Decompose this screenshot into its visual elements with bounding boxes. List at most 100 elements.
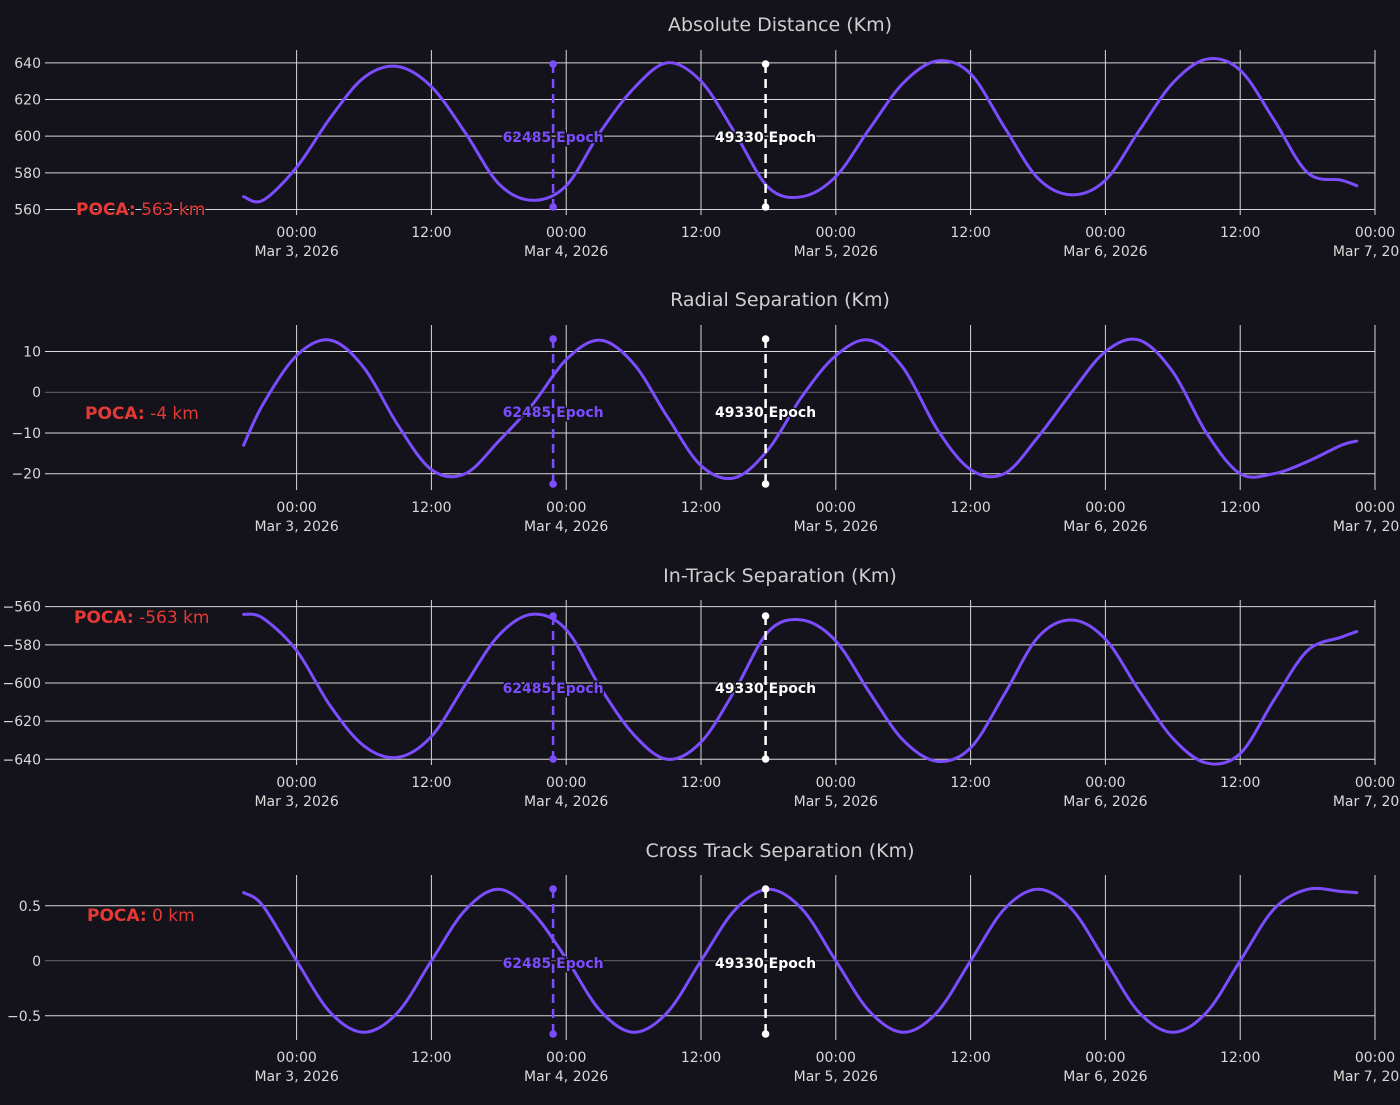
x-tick-label-date: Mar 7, 2026 [1333, 519, 1400, 535]
epoch-top-dot [549, 335, 557, 343]
x-tick-label-time: 12:00 [681, 1050, 721, 1066]
poca-prefix: POCA: [85, 404, 145, 424]
x-tick-label-date: Mar 4, 2026 [524, 794, 608, 810]
x-tick-label-date: Mar 4, 2026 [524, 519, 608, 535]
y-tick-label: −620 [3, 714, 41, 730]
x-tick-label-date: Mar 3, 2026 [254, 1069, 338, 1085]
x-tick-label-time: 12:00 [950, 1050, 990, 1066]
epoch-marker: 62485 Epoch [501, 612, 605, 763]
x-tick-label-time: 00:00 [276, 500, 316, 516]
poca-annotation: POCA: -563 km [74, 608, 209, 628]
x-tick-label-date: Mar 6, 2026 [1063, 1069, 1147, 1085]
x-tick-label-date: Mar 7, 2026 [1333, 244, 1400, 260]
x-tick-label-time: 00:00 [816, 500, 856, 516]
x-tick-label-time: 12:00 [411, 225, 451, 241]
x-tick-label-time: 00:00 [816, 1050, 856, 1066]
epoch-top-dot [761, 335, 770, 343]
x-tick-label-time: 00:00 [816, 225, 856, 241]
x-tick-label-date: Mar 7, 2026 [1333, 794, 1400, 810]
epoch-label: 49330 Epoch [715, 681, 816, 697]
x-tick-label-date: Mar 6, 2026 [1063, 794, 1147, 810]
x-tick-label-time: 12:00 [1220, 1050, 1260, 1066]
x-tick-label-time: 00:00 [276, 775, 316, 791]
x-tick-label-time: 12:00 [1220, 500, 1260, 516]
epoch-marker: 49330 Epoch [714, 335, 818, 488]
epoch-marker: 49330 Epoch [714, 60, 818, 211]
x-tick-label-time: 00:00 [546, 1050, 586, 1066]
x-tick-label-time: 12:00 [950, 225, 990, 241]
chart-panel-4: Cross Track Separation (Km) 00:00 Mar 3, 2… [7, 840, 1400, 1085]
series-line [242, 612, 1359, 766]
epoch-bottom-dot [761, 203, 770, 211]
y-tick-label: −580 [3, 638, 41, 654]
x-tick-label-time: 12:00 [950, 500, 990, 516]
epoch-bottom-dot [761, 480, 770, 488]
y-tick-label: 620 [14, 93, 41, 109]
epoch-top-dot [549, 60, 557, 68]
epoch-bottom-dot [761, 755, 770, 763]
x-tick-label-date: Mar 5, 2026 [794, 794, 878, 810]
poca-value: -563 km [134, 608, 210, 628]
x-tick-label-time: 00:00 [1355, 225, 1395, 241]
epoch-marker: 49330 Epoch [714, 612, 818, 763]
y-tick-label: −10 [11, 426, 41, 442]
x-tick-label-date: Mar 5, 2026 [794, 1069, 878, 1085]
epoch-label: 62485 Epoch [503, 130, 604, 146]
epoch-bottom-dot [549, 755, 557, 763]
epoch-label: 62485 Epoch [503, 681, 604, 697]
x-tick-label-time: 12:00 [681, 500, 721, 516]
x-tick-label-date: Mar 3, 2026 [254, 794, 338, 810]
epoch-top-dot [549, 885, 557, 893]
x-tick-label-time: 00:00 [546, 225, 586, 241]
y-tick-label: 600 [14, 129, 41, 145]
epoch-marker: 62485 Epoch [501, 335, 605, 488]
x-tick-label-date: Mar 3, 2026 [254, 244, 338, 260]
epoch-label: 62485 Epoch [503, 405, 604, 421]
x-tick-label-time: 00:00 [546, 775, 586, 791]
y-tick-label: −560 [3, 600, 41, 616]
chart-title: Radial Separation (Km) [670, 289, 890, 311]
chart-panel-3: In-Track Separation (Km) 00:00 Mar 3, 2026… [3, 565, 1400, 810]
x-tick-label-time: 00:00 [546, 500, 586, 516]
x-tick-label-time: 12:00 [681, 225, 721, 241]
x-tick-label-date: Mar 7, 2026 [1333, 1069, 1400, 1085]
x-tick-label-time: 12:00 [950, 775, 990, 791]
poca-annotation: POCA: 563 km [76, 200, 205, 220]
epoch-label: 49330 Epoch [715, 130, 816, 146]
y-tick-label: 0 [32, 954, 41, 970]
y-tick-label: −640 [3, 752, 41, 768]
x-tick-label-time: 12:00 [681, 775, 721, 791]
chart-panel-1: Absolute Distance (Km) 00:00 Mar 3, 2026 12… [14, 14, 1400, 260]
y-tick-label: −20 [11, 467, 41, 483]
x-tick-label-time: 12:00 [411, 1050, 451, 1066]
x-tick-label-date: Mar 3, 2026 [254, 519, 338, 535]
x-tick-label-date: Mar 6, 2026 [1063, 244, 1147, 260]
poca-prefix: POCA: [76, 200, 136, 220]
y-tick-label: −600 [3, 676, 41, 692]
y-tick-label: 10 [23, 344, 41, 360]
x-tick-label-time: 00:00 [1355, 775, 1395, 791]
poca-annotation: POCA: 0 km [87, 906, 195, 926]
chart-title: Cross Track Separation (Km) [645, 840, 914, 862]
epoch-top-dot [761, 885, 770, 893]
y-tick-label: 0.5 [19, 899, 41, 915]
x-tick-label-time: 00:00 [1355, 500, 1395, 516]
epoch-bottom-dot [549, 1030, 557, 1038]
epoch-label: 49330 Epoch [715, 405, 816, 421]
y-tick-label: 580 [14, 166, 41, 182]
epoch-marker: 62485 Epoch [501, 60, 605, 211]
epoch-label: 62485 Epoch [503, 956, 604, 972]
x-tick-label-time: 00:00 [276, 225, 316, 241]
x-tick-label-time: 12:00 [1220, 225, 1260, 241]
epoch-bottom-dot [761, 1030, 770, 1038]
x-tick-label-time: 00:00 [816, 775, 856, 791]
chart-title: Absolute Distance (Km) [668, 14, 892, 36]
poca-value: -4 km [145, 404, 199, 424]
x-tick-label-time: 00:00 [1085, 500, 1125, 516]
epoch-top-dot [761, 60, 770, 68]
x-tick-label-time: 00:00 [276, 1050, 316, 1066]
epoch-label: 49330 Epoch [715, 956, 816, 972]
y-tick-label: −0.5 [7, 1009, 41, 1025]
chart-panel-2: Radial Separation (Km) 00:00 Mar 3, 2026 12… [11, 289, 1400, 535]
